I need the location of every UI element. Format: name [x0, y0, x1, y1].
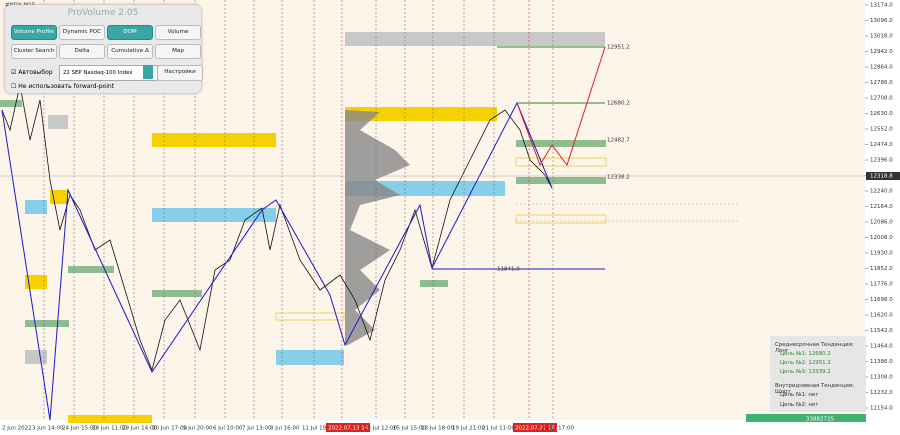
info-line: Внутридневная Тенденция: Шорт [775, 383, 854, 395]
time-label: 2 Jun 2022 [2, 426, 32, 432]
price-label: 11232.0 [870, 390, 893, 396]
price-label: 11852.0 [870, 266, 893, 272]
panel-button[interactable]: DOM [107, 25, 153, 40]
price-label: 11464.0 [870, 344, 893, 350]
volume-value: 2725 [820, 417, 834, 423]
time-separators [43, 0, 554, 420]
settings-button[interactable]: Настройки [157, 65, 203, 81]
price-label: 11698.0 [870, 297, 893, 303]
price-label: 11308.0 [870, 375, 893, 381]
time-label: 25 Jul 17:00 [541, 426, 574, 432]
panel-button[interactable]: Dynamic POC [59, 25, 105, 40]
level-label: 12338.2 [607, 175, 630, 181]
auto-select[interactable]: ☑ Автовыбор [11, 69, 53, 76]
time-label: 14 Jul 12:00 [364, 426, 397, 432]
auto-select-label: Автовыбор [18, 69, 53, 76]
time-label: 6 Jul 10:00 [213, 426, 243, 432]
panel-button[interactable]: Cumulative Δ [107, 44, 153, 59]
price-label: 12708.0 [870, 96, 893, 102]
time-label: 3 Jun 14:00 [32, 426, 64, 432]
price-label: 12474.0 [870, 142, 893, 148]
time-label: 30 Jun 17:00 [152, 426, 187, 432]
volume-value: 3388 [806, 417, 820, 423]
price-label: 12240.0 [870, 189, 893, 195]
price-label: 13174.0 [870, 3, 893, 9]
panel-button[interactable]: Delta [59, 44, 105, 59]
price-label: 12942.0 [870, 49, 893, 55]
instrument-select[interactable]: 22 SEP Nasdaq-100 Index [59, 65, 158, 81]
dropdown-arrow[interactable] [143, 65, 153, 79]
panel-button[interactable]: Cluster Search [11, 44, 57, 59]
level-label: 12482.7 [607, 138, 630, 144]
time-highlight [326, 423, 370, 432]
forward-point[interactable]: ☐ Не использовать forward-point [11, 83, 115, 90]
panel-button[interactable]: Volume Profile [11, 25, 57, 40]
info-line: Среднесрочная Тенденция: Лонг [775, 342, 854, 354]
current-price-bg [866, 172, 900, 180]
price-label: 12864.0 [870, 65, 893, 71]
time-label: 21 Jul 11:00 [482, 426, 515, 432]
panel-button[interactable]: Volume [155, 25, 201, 40]
time-label: 5 Jul 20:00 [183, 426, 213, 432]
forward-point-label: Не использовать forward-point [18, 83, 115, 90]
price-label: 11386.0 [870, 359, 893, 365]
time-label: 24 Jun 15:00 [62, 426, 97, 432]
time-label: 29 Jun 14:00 [122, 426, 157, 432]
price-label: 12786.0 [870, 80, 893, 86]
time-label: 28 Jun 11:00 [92, 426, 127, 432]
zones [0, 32, 866, 423]
forecast [516, 46, 606, 167]
volume-profile [345, 110, 410, 345]
info-line: Цель №2: нет [780, 402, 819, 408]
info-line: Цель №1: 12680.2 [780, 351, 831, 357]
price-label: 11154.0 [870, 406, 893, 412]
price-label: 11620.0 [870, 313, 893, 319]
panel-title: ProVolume 2.05 [67, 8, 139, 18]
info-line: Цель №3: 13339.2 [780, 369, 831, 375]
info-box: Среднесрочная Тенденция: Лонг Цель №1: 12… [770, 336, 866, 412]
price-label: 12164.0 [870, 204, 893, 210]
time-label: 11 Jul 19:00 [302, 426, 335, 432]
level-label: 12680.2 [607, 101, 630, 107]
time-highlight [513, 423, 557, 432]
time-label: 15 Jul 15:00 [393, 426, 426, 432]
panel-button[interactable]: Map [155, 44, 201, 59]
info-line: Цель №2: 12951.2 [780, 360, 831, 366]
time-label: 8 Jul 16:00 [270, 426, 300, 432]
time-label: 2022.07.22 16:00 [515, 426, 565, 432]
price-axis-bg [865, 0, 900, 435]
time-axis-bg [0, 420, 900, 435]
price-label: 12396.0 [870, 158, 893, 164]
current-price: 12318.8 [870, 174, 893, 180]
provolume-panel: ProVolume 2.05 Volume Profile Dynamic POC… [5, 5, 203, 93]
levels [0, 46, 865, 270]
time-label: 19 Jul 21:00 [452, 426, 485, 432]
price-label: 12086.0 [870, 220, 893, 226]
price-label: 12552.0 [870, 127, 893, 133]
time-label: 18 Jul 18:00 [421, 426, 454, 432]
price-label: 13018.0 [870, 34, 893, 40]
time-label: 7 Jul 13:00 [242, 426, 272, 432]
price-label: 11542.0 [870, 328, 893, 334]
price-label: 11776.0 [870, 282, 893, 288]
price-label: 12008.0 [870, 235, 893, 241]
zigzag [1, 101, 553, 421]
time-label: 2022.07.13 16:00 [328, 426, 378, 432]
price-label: 13096.0 [870, 18, 893, 24]
price-label: 11930.0 [870, 251, 893, 257]
price-line [1, 84, 553, 372]
level-label: 12951.2 [607, 45, 630, 51]
level-label: 11841.0 [497, 267, 520, 273]
price-label: 12630.0 [870, 111, 893, 117]
info-line: Цель №1: нет [780, 392, 819, 398]
